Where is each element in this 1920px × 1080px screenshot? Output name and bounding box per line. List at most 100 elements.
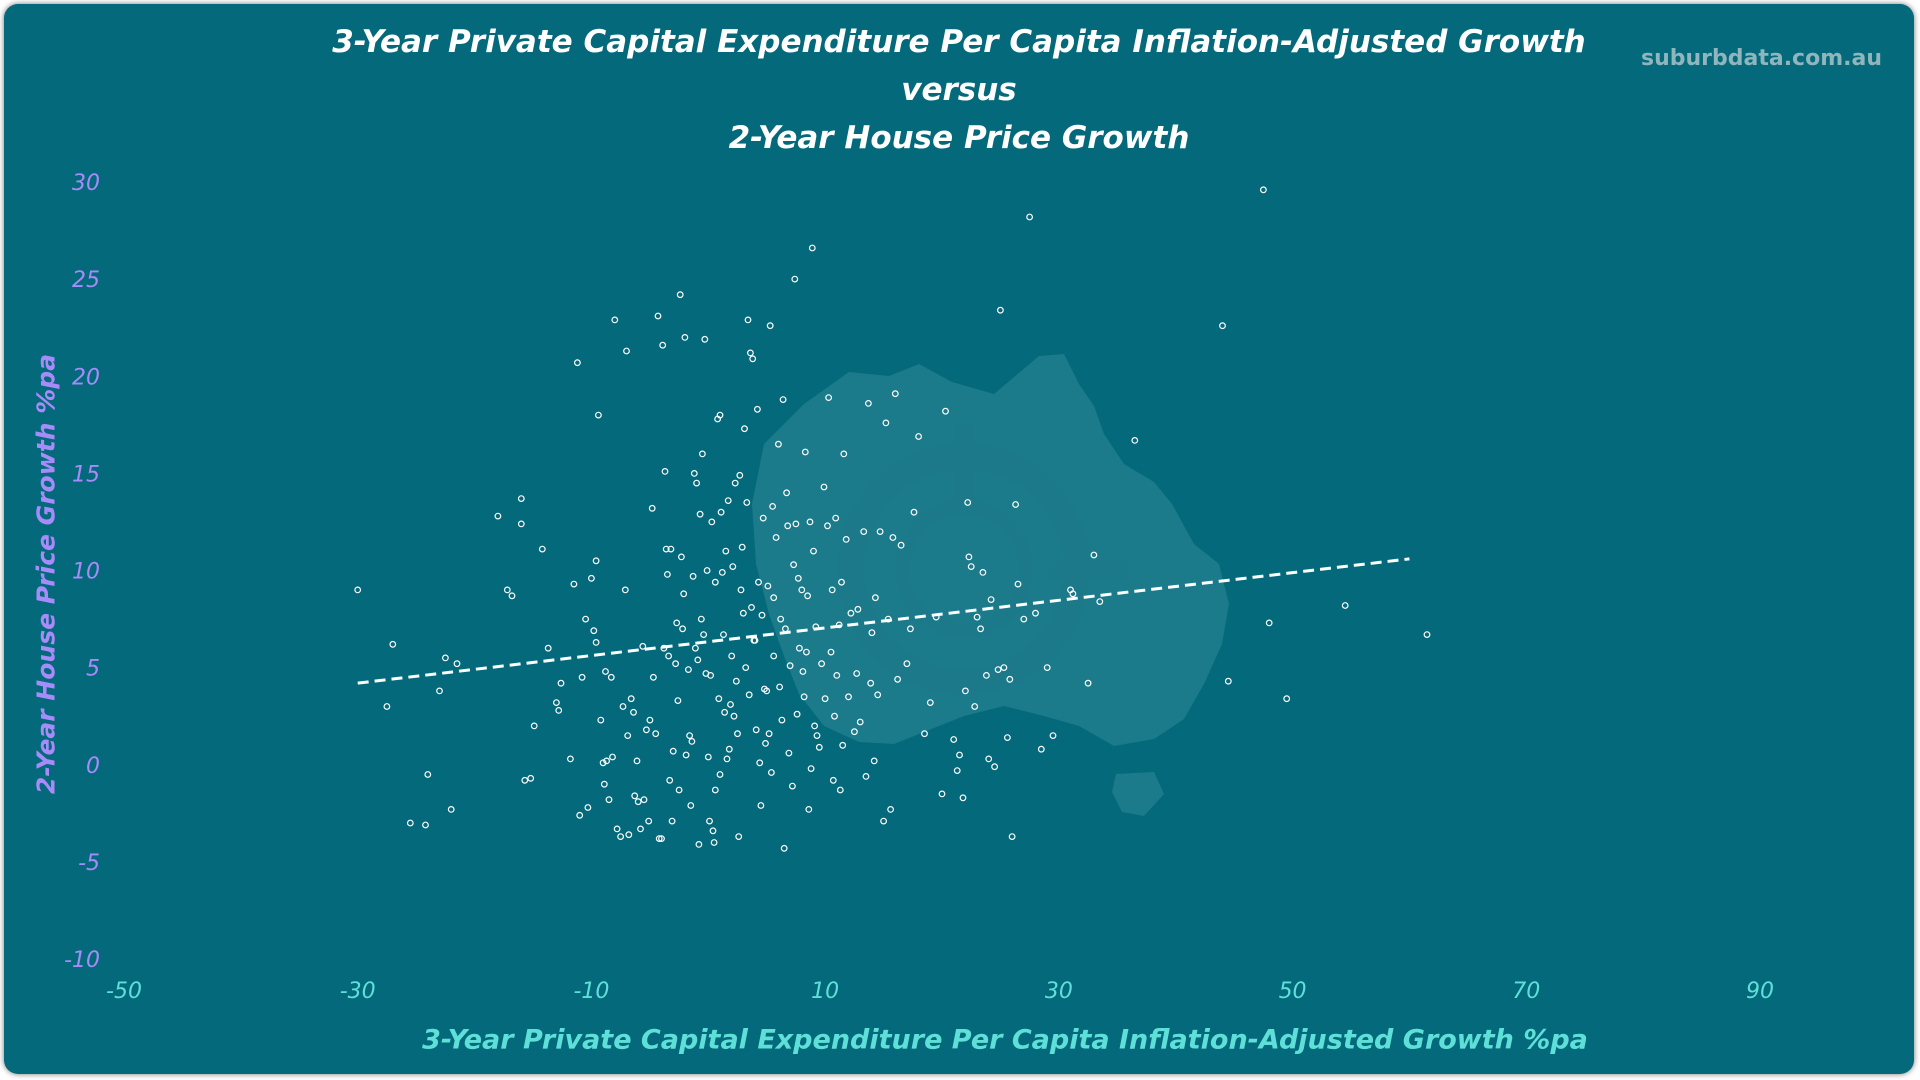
data-point — [553, 699, 560, 706]
data-point — [747, 349, 754, 357]
data-point — [765, 730, 773, 738]
data-point — [631, 792, 639, 800]
data-point — [794, 574, 802, 582]
data-point — [737, 586, 745, 594]
data-point — [685, 666, 692, 673]
data-point — [607, 673, 615, 681]
data-point — [621, 586, 629, 594]
data-point — [602, 668, 609, 675]
data-point — [977, 625, 984, 633]
data-point — [668, 817, 676, 825]
x-axis-ticks: -50 -30 -10 10 30 50 70 90 — [106, 979, 1774, 1004]
chart-title: 3-Year Private Capital Expenditure Per C… — [4, 18, 1914, 162]
data-point — [820, 483, 828, 491]
data-point — [882, 419, 890, 427]
data-point — [700, 631, 707, 638]
data-point — [584, 804, 592, 811]
data-point — [959, 794, 967, 802]
data-point — [619, 703, 627, 710]
brand-watermark-text: suburbdata.com.au — [1640, 46, 1882, 71]
data-point — [1341, 602, 1349, 609]
data-point — [783, 489, 790, 497]
logo-crosshair-horizontal — [1049, 561, 1129, 579]
data-point — [757, 802, 765, 809]
data-point — [721, 708, 728, 716]
data-point — [821, 695, 829, 703]
x-tick-label: -30 — [340, 979, 376, 1004]
data-point — [696, 510, 704, 518]
data-point — [736, 471, 744, 479]
data-point — [711, 578, 719, 586]
data-point — [660, 644, 668, 652]
data-point — [1006, 675, 1014, 683]
data-point — [752, 726, 760, 734]
data-point — [868, 629, 876, 637]
data-point — [926, 699, 934, 706]
y-tick-label: 10 — [72, 560, 100, 585]
data-point — [731, 479, 739, 487]
data-point — [728, 652, 736, 660]
data-point — [938, 790, 946, 798]
data-point — [625, 831, 633, 839]
data-point — [658, 835, 665, 842]
x-tick-label: 50 — [1279, 979, 1307, 1004]
data-point — [903, 660, 911, 668]
data-point — [730, 712, 738, 720]
data-point — [831, 712, 838, 720]
data-point — [652, 730, 660, 738]
data-point — [643, 726, 650, 734]
data-point — [915, 433, 922, 440]
data-point — [1008, 833, 1016, 840]
data-point — [806, 518, 814, 526]
data-point — [872, 594, 879, 602]
data-point — [727, 701, 734, 708]
data-point — [676, 291, 684, 299]
data-point — [889, 534, 897, 541]
data-point — [832, 514, 840, 522]
data-point — [840, 450, 848, 458]
data-point — [517, 495, 525, 503]
data-point — [1096, 598, 1104, 605]
x-axis-label: 3-Year Private Capital Expenditure Per C… — [422, 1024, 1588, 1056]
data-point — [870, 757, 878, 765]
australia-map-watermark — [752, 354, 1229, 816]
data-point — [880, 817, 887, 825]
data-point — [803, 648, 810, 656]
data-point — [582, 615, 589, 623]
data-point — [447, 806, 455, 813]
data-point — [894, 675, 901, 683]
data-point — [609, 753, 616, 761]
data-point — [669, 747, 677, 755]
data-point — [983, 672, 990, 679]
data-point — [1049, 732, 1057, 739]
data-point — [862, 773, 870, 780]
data-point — [704, 753, 712, 761]
data-point — [735, 833, 743, 840]
data-point — [847, 609, 855, 617]
data-point — [672, 660, 679, 668]
y-tick-label: 30 — [72, 171, 100, 196]
data-point — [617, 833, 624, 840]
data-point — [1224, 677, 1232, 685]
data-point — [686, 732, 693, 739]
data-point — [494, 512, 502, 520]
data-point — [769, 503, 776, 510]
y-tick-label: 20 — [72, 365, 100, 390]
data-point — [1004, 734, 1011, 741]
data-point — [807, 765, 815, 772]
data-point — [856, 718, 864, 726]
chart-title-line-1: 3-Year Private Capital Expenditure Per C… — [332, 24, 1586, 60]
data-point — [630, 708, 637, 716]
data-point — [1020, 615, 1028, 623]
data-point — [1000, 664, 1008, 671]
data-point — [453, 660, 461, 668]
data-point — [813, 732, 821, 739]
y-tick-label: 15 — [72, 462, 100, 487]
data-point — [965, 553, 973, 561]
data-point — [784, 522, 792, 530]
data-point — [772, 534, 780, 541]
data-point — [987, 596, 995, 603]
data-point — [762, 740, 769, 747]
data-point — [763, 687, 771, 695]
data-point — [1084, 679, 1092, 687]
